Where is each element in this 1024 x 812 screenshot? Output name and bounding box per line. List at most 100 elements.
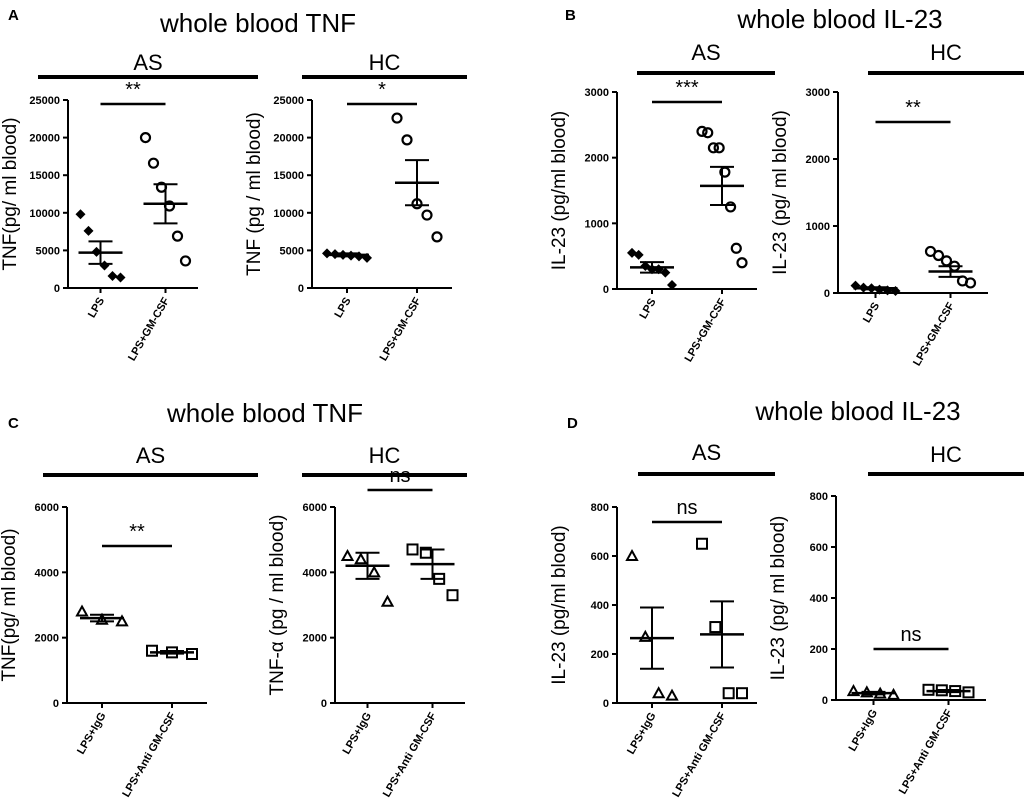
data-point bbox=[115, 614, 129, 627]
y-tick-label: 800 bbox=[810, 491, 828, 503]
y-tick-label: 200 bbox=[810, 644, 828, 656]
x-tick-label: LPS+IgG bbox=[341, 711, 374, 757]
group-label: AS bbox=[136, 443, 165, 468]
data-point bbox=[75, 604, 89, 617]
group-label: HC bbox=[369, 443, 401, 468]
y-tick-label: 2000 bbox=[35, 633, 59, 645]
y-tick-label: 0 bbox=[53, 698, 59, 710]
group-label: HC bbox=[930, 40, 962, 65]
data-point bbox=[962, 686, 975, 699]
x-tick-label: LPS bbox=[638, 297, 659, 322]
data-point bbox=[886, 687, 901, 700]
significance-label: ns bbox=[389, 465, 410, 487]
y-tick-label: 1000 bbox=[585, 218, 609, 230]
panel-title: whole blood TNF bbox=[159, 8, 356, 38]
data-point bbox=[431, 231, 443, 243]
y-tick-label: 0 bbox=[603, 284, 609, 296]
y-tick-label: 0 bbox=[54, 283, 60, 295]
data-point bbox=[730, 242, 742, 254]
significance-label: ** bbox=[129, 521, 145, 543]
data-point bbox=[932, 249, 945, 262]
y-tick-label: 4000 bbox=[35, 567, 59, 579]
x-tick-label: LPS bbox=[333, 296, 354, 321]
panel-title: whole blood TNF bbox=[166, 398, 363, 428]
y-axis-label: TNF (pg / ml blood) bbox=[244, 112, 265, 276]
y-tick-label: 600 bbox=[591, 551, 609, 563]
data-point bbox=[922, 683, 935, 696]
significance-label: ** bbox=[125, 79, 141, 101]
data-point bbox=[115, 272, 126, 283]
x-tick-label: LPS+Anti GM-CSF bbox=[670, 710, 728, 799]
data-point bbox=[696, 537, 708, 550]
y-tick-label: 3000 bbox=[585, 87, 609, 99]
data-point bbox=[146, 644, 158, 657]
y-axis-label: IL-23 (pg/ml blood) bbox=[549, 111, 570, 270]
group-label: HC bbox=[369, 50, 401, 75]
x-tick-label: LPS+IgG bbox=[75, 711, 108, 757]
data-point bbox=[651, 686, 666, 699]
y-tick-label: 20000 bbox=[273, 133, 304, 145]
data-point bbox=[421, 209, 433, 221]
y-tick-label: 0 bbox=[321, 698, 327, 710]
panel-letter: A bbox=[8, 7, 19, 24]
y-tick-label: 25000 bbox=[29, 95, 60, 107]
y-axis-label: TNF-α (pg / ml blood) bbox=[267, 515, 288, 696]
data-point bbox=[722, 687, 735, 700]
y-tick-label: 25000 bbox=[273, 95, 304, 107]
data-point bbox=[83, 225, 94, 236]
y-axis-label: IL-23 (pg/ml blood) bbox=[549, 525, 570, 684]
group-label: HC bbox=[930, 442, 962, 467]
data-point bbox=[702, 127, 714, 139]
y-tick-label: 0 bbox=[603, 698, 609, 710]
panel-title: whole blood IL-23 bbox=[754, 396, 960, 426]
data-point bbox=[736, 687, 748, 700]
data-point bbox=[736, 257, 748, 269]
data-point bbox=[147, 157, 160, 169]
x-tick-label: LPS bbox=[86, 296, 107, 321]
data-point bbox=[707, 142, 720, 154]
x-tick-label: LPS+GM-CSF bbox=[911, 300, 957, 368]
y-axis-label: TNF(pg/ ml blood) bbox=[0, 528, 20, 681]
group-label: AS bbox=[691, 40, 720, 65]
x-tick-label: LPS+GM-CSF bbox=[378, 295, 424, 363]
y-axis-label: IL-23 (pg/ ml blood) bbox=[768, 516, 789, 681]
y-tick-label: 10000 bbox=[29, 208, 60, 220]
data-point bbox=[322, 248, 332, 259]
y-tick-label: 1000 bbox=[806, 221, 830, 233]
x-tick-label: LPS+IgG bbox=[625, 711, 658, 757]
data-point bbox=[964, 277, 977, 289]
data-point bbox=[139, 132, 152, 144]
data-point bbox=[709, 621, 722, 634]
data-point bbox=[846, 684, 861, 697]
data-point bbox=[660, 267, 671, 278]
y-tick-label: 20000 bbox=[29, 133, 60, 145]
x-tick-label: LPS+Anti GM-CSF bbox=[897, 707, 955, 796]
data-point bbox=[107, 270, 118, 281]
y-tick-label: 10000 bbox=[273, 208, 304, 220]
significance-label: ns bbox=[900, 624, 921, 646]
significance-label: ns bbox=[676, 497, 697, 519]
y-tick-label: 400 bbox=[810, 593, 828, 605]
data-point bbox=[391, 112, 403, 124]
panel-letter: D bbox=[567, 415, 578, 432]
data-point bbox=[171, 230, 184, 242]
x-tick-label: LPS+Anti GM-CSF bbox=[120, 710, 178, 799]
x-tick-label: LPS+IgG bbox=[847, 708, 880, 754]
data-point bbox=[406, 543, 419, 556]
x-tick-label: LPS+GM-CSF bbox=[126, 295, 172, 363]
data-point bbox=[667, 280, 677, 291]
y-tick-label: 0 bbox=[822, 695, 828, 707]
significance-label: * bbox=[378, 79, 386, 101]
y-tick-label: 6000 bbox=[35, 502, 59, 514]
data-point bbox=[713, 142, 725, 154]
data-point bbox=[380, 594, 395, 607]
panel-letter: C bbox=[8, 415, 19, 432]
data-point bbox=[362, 252, 372, 263]
data-point bbox=[354, 552, 368, 565]
panel-letter: B bbox=[565, 7, 576, 24]
data-point bbox=[179, 255, 192, 267]
y-tick-label: 200 bbox=[591, 649, 609, 661]
y-axis-label: IL-23 (pg/ ml blood) bbox=[770, 110, 791, 275]
data-point bbox=[446, 589, 459, 602]
